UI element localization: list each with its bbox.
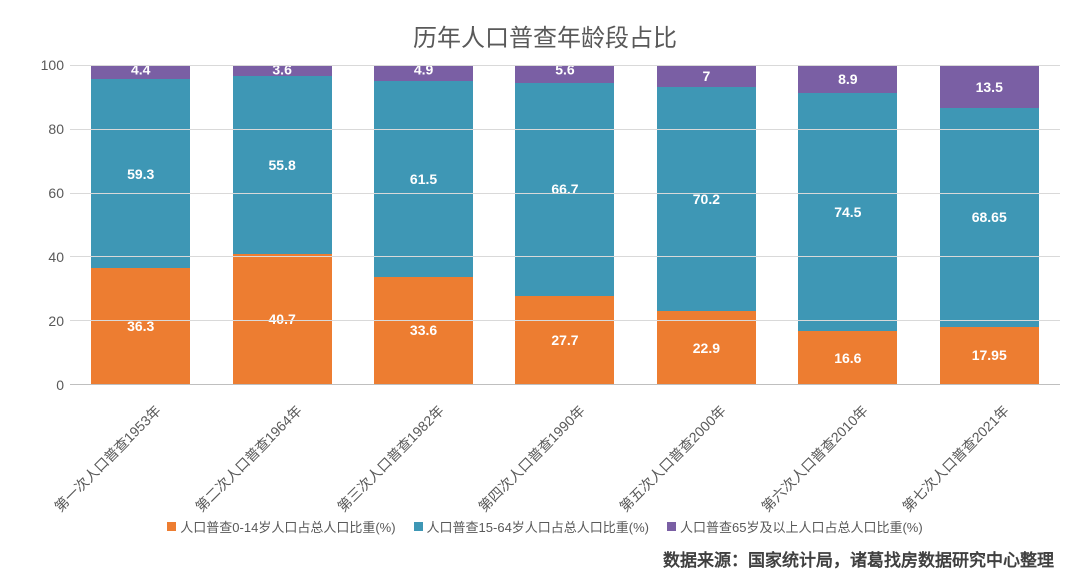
bar-value-label: 74.5	[834, 204, 861, 220]
legend-item: 人口普查65岁及以上人口占总人口比重(%)	[667, 517, 923, 536]
bar-value-label: 59.3	[127, 166, 154, 182]
bar-value-label: 22.9	[693, 340, 720, 356]
x-tick-label: 第六次人口普查2010年	[798, 403, 897, 513]
y-tick-label: 80	[48, 121, 64, 137]
legend: 人口普查0-14岁人口占总人口比重(%) 人口普查15-64岁人口占总人口比重(%…	[30, 517, 1060, 536]
x-tick-label: 第二次人口普查1964年	[233, 403, 332, 513]
bar-segment-age_65_plus: 4.9	[374, 65, 473, 81]
bar-value-label: 61.5	[410, 171, 437, 187]
y-tick-label: 20	[48, 313, 64, 329]
bar-segment-age_65_plus: 13.5	[940, 65, 1039, 108]
bar-segment-age_65_plus: 5.6	[515, 65, 614, 83]
chart-container: 历年人口普查年龄段占比 0 20 40 60 80 100 4.4 59.3 36.3 3.6 5…	[0, 0, 1080, 581]
bar-segment-age_15_64: 66.7	[515, 83, 614, 296]
gridline	[70, 65, 1060, 66]
bar-value-label: 13.5	[976, 79, 1003, 95]
legend-swatch	[414, 522, 423, 531]
bar-segment-age_0_14: 17.95	[940, 327, 1039, 384]
bars-wrap: 4.4 59.3 36.3 3.6 55.8 40.7 4.9 61.5 33.6 5.6 66.7…	[70, 65, 1060, 384]
legend-swatch	[167, 522, 176, 531]
plot-row: 020406080100 4.459.336.33.655.840.74.961…	[30, 65, 1060, 403]
chart-title: 历年人口普查年龄段占比	[30, 18, 1060, 53]
x-tick-label: 第三次人口普查1982年	[374, 403, 473, 513]
bar-value-label: 5.6	[555, 61, 574, 77]
bar-column: 5.6 66.7 27.7	[515, 65, 614, 384]
y-tick-label: 40	[48, 249, 64, 265]
bar-value-label: 4.9	[414, 61, 433, 77]
bar-segment-age_65_plus: 3.6	[233, 65, 332, 76]
bar-segment-age_15_64: 55.8	[233, 76, 332, 254]
bar-segment-age_15_64: 61.5	[374, 81, 473, 277]
bar-value-label: 68.65	[972, 209, 1007, 225]
bar-column: 7 70.2 22.9	[657, 65, 756, 384]
bar-segment-age_15_64: 59.3	[91, 79, 190, 268]
x-axis-labels: 第一次人口普查1953年第二次人口普查1964年第三次人口普查1982年第四次人…	[70, 403, 1060, 513]
bar-column: 4.9 61.5 33.6	[374, 65, 473, 384]
bar-column: 4.4 59.3 36.3	[91, 65, 190, 384]
bar-value-label: 33.6	[410, 322, 437, 338]
bar-value-label: 16.6	[834, 350, 861, 366]
legend-item: 人口普查0-14岁人口占总人口比重(%)	[167, 517, 395, 536]
bar-column: 13.5 68.65 17.95	[940, 65, 1039, 384]
legend-swatch	[667, 522, 676, 531]
bar-segment-age_65_plus: 7	[657, 65, 756, 87]
bar-segment-age_0_14: 27.7	[515, 296, 614, 384]
bar-segment-age_65_plus: 8.9	[798, 65, 897, 93]
legend-item: 人口普查15-64岁人口占总人口比重(%)	[414, 517, 649, 536]
bar-value-label: 3.6	[272, 61, 291, 77]
bar-segment-age_0_14: 22.9	[657, 311, 756, 384]
bar-value-label: 8.9	[838, 71, 857, 87]
legend-label: 人口普查15-64岁人口占总人口比重(%)	[427, 517, 649, 536]
source-line: 数据来源：国家统计局，诸葛找房数据研究中心整理	[30, 546, 1060, 571]
x-tick-label: 第一次人口普查1953年	[91, 403, 190, 513]
gridline	[70, 129, 1060, 130]
bar-value-label: 27.7	[551, 332, 578, 348]
bar-column: 8.9 74.5 16.6	[798, 65, 897, 384]
bar-column: 3.6 55.8 40.7	[233, 65, 332, 384]
x-tick-label: 第四次人口普查1990年	[515, 403, 614, 513]
gridline	[70, 193, 1060, 194]
y-axis: 020406080100	[30, 65, 70, 385]
bar-segment-age_65_plus: 4.4	[91, 65, 190, 79]
bar-value-label: 4.4	[131, 61, 150, 77]
bar-segment-age_0_14: 16.6	[798, 331, 897, 384]
y-tick-label: 0	[56, 377, 64, 393]
y-tick-label: 100	[41, 57, 64, 73]
bar-segment-age_15_64: 68.65	[940, 108, 1039, 327]
y-tick-label: 60	[48, 185, 64, 201]
bar-segment-age_0_14: 40.7	[233, 254, 332, 384]
bar-value-label: 66.7	[551, 181, 578, 197]
bar-value-label: 7	[702, 68, 710, 84]
gridline	[70, 320, 1060, 321]
legend-label: 人口普查0-14岁人口占总人口比重(%)	[180, 517, 395, 536]
plot-area: 4.4 59.3 36.3 3.6 55.8 40.7 4.9 61.5 33.6 5.6 66.7…	[70, 65, 1060, 385]
bar-segment-age_0_14: 36.3	[91, 268, 190, 384]
legend-label: 人口普查65岁及以上人口占总人口比重(%)	[680, 517, 923, 536]
bar-segment-age_15_64: 70.2	[657, 87, 756, 311]
gridline	[70, 256, 1060, 257]
x-tick-label: 第七次人口普查2021年	[940, 403, 1039, 513]
bar-value-label: 40.7	[269, 311, 296, 327]
bar-value-label: 55.8	[269, 157, 296, 173]
x-tick-label: 第五次人口普查2000年	[657, 403, 756, 513]
bar-value-label: 17.95	[972, 347, 1007, 363]
bar-segment-age_0_14: 33.6	[374, 277, 473, 384]
